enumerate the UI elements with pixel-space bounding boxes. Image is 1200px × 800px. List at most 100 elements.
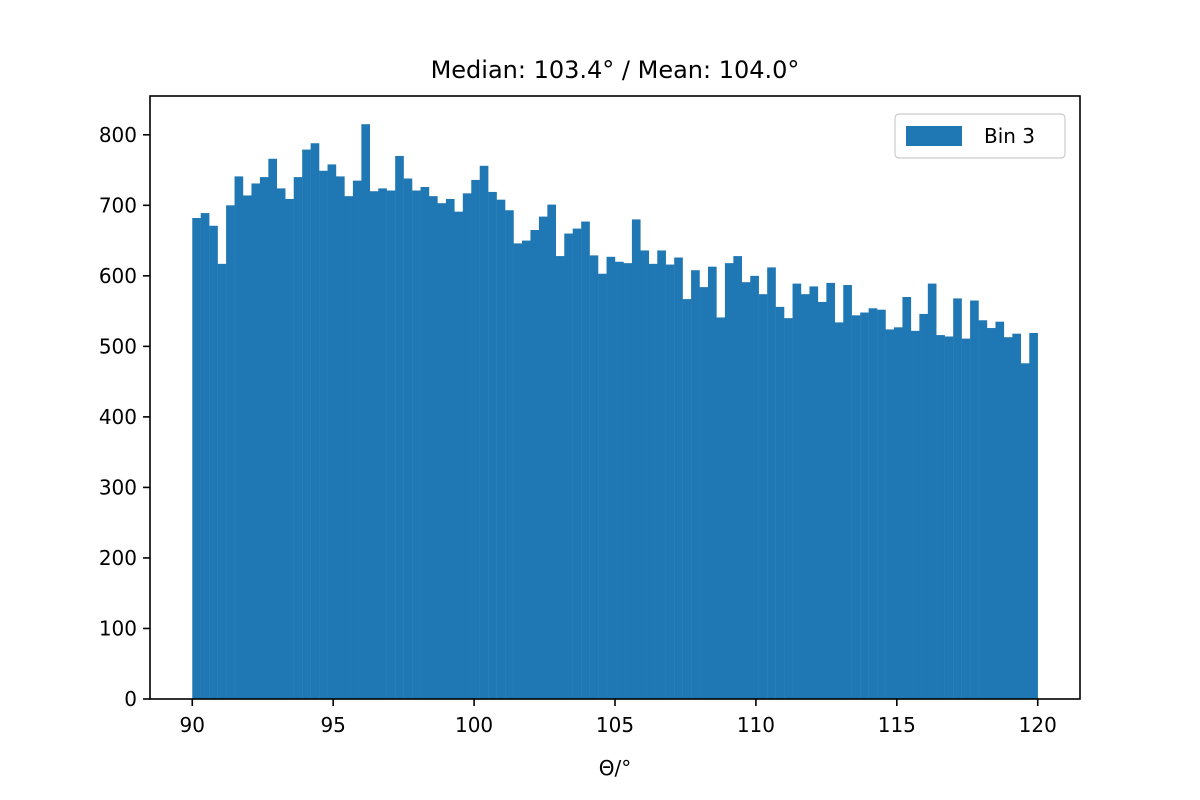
histogram-bar (792, 283, 802, 699)
histogram-bar (910, 330, 920, 699)
histogram-bar (437, 203, 447, 699)
histogram-bar (479, 165, 489, 700)
histogram-bar (395, 155, 404, 699)
histogram-bar (386, 190, 396, 700)
histogram-bar (868, 308, 878, 699)
histogram-bar (944, 336, 954, 699)
histogram-bar (674, 257, 683, 699)
y-tick-label: 300 (99, 475, 137, 499)
y-tick-label: 600 (99, 264, 137, 288)
histogram-bar (665, 264, 675, 699)
histogram-bar (522, 240, 531, 699)
histogram-bar (217, 263, 227, 699)
histogram-bar (758, 294, 768, 699)
histogram-bar (513, 243, 523, 699)
histogram-bar (276, 188, 286, 700)
y-tick-label: 400 (99, 405, 137, 429)
histogram-bar (708, 266, 717, 699)
histogram-bar (352, 180, 362, 699)
histogram-bar (412, 190, 421, 700)
x-tick-label: 100 (455, 713, 493, 737)
histogram-bar (657, 250, 666, 699)
bars-group (192, 124, 1038, 700)
histogram-bar (716, 317, 726, 699)
histogram-bar (598, 273, 607, 699)
histogram-bar (1003, 337, 1013, 699)
histogram-bar (699, 287, 709, 699)
histogram-bar (496, 199, 506, 699)
chart-title: Median: 103.4° / Mean: 104.0° (431, 56, 800, 84)
histogram-bar (378, 188, 387, 700)
histogram-bar (420, 186, 430, 699)
histogram-bar (572, 228, 582, 699)
histogram-bar (809, 286, 819, 699)
histogram-bar (834, 322, 844, 699)
histogram-bar (691, 270, 700, 699)
y-tick-label: 700 (99, 193, 137, 217)
histogram-bar (369, 191, 379, 700)
histogram-bar (429, 196, 438, 699)
histogram-bar (251, 183, 261, 699)
histogram-bar (530, 230, 540, 699)
x-tick-label: 95 (320, 713, 345, 737)
histogram-bar (285, 198, 294, 699)
histogram-bar (885, 329, 895, 699)
histogram-bar (454, 211, 464, 700)
histogram-bar (606, 256, 616, 699)
histogram-bar (234, 176, 244, 699)
histogram-bar (817, 301, 827, 699)
histogram-bar (564, 233, 573, 700)
histogram-bar (750, 275, 759, 699)
histogram-bar (961, 338, 971, 699)
histogram-bar (953, 298, 962, 699)
histogram-bar (192, 218, 201, 699)
x-tick-label: 115 (878, 713, 916, 737)
histogram-bar (293, 177, 303, 699)
y-tick-label: 200 (99, 546, 137, 570)
histogram-bar (987, 328, 996, 699)
y-axis: 0 100 200 300 400 500 600 700 800 (99, 123, 150, 711)
histogram-bar (936, 335, 945, 699)
histogram-bar (767, 267, 776, 699)
legend-box (894, 113, 1066, 159)
histogram-bar (801, 294, 810, 699)
histogram-bar (877, 309, 886, 699)
y-tick-label: 100 (99, 616, 137, 640)
histogram-bar (243, 195, 252, 699)
histogram-bar (505, 210, 514, 699)
histogram-bar (927, 283, 937, 699)
histogram-bar (310, 143, 320, 699)
histogram-bar (327, 164, 337, 699)
histogram-bar (995, 321, 1005, 699)
histogram-bar (302, 149, 311, 700)
histogram-bar (843, 285, 852, 699)
histogram-bar (623, 263, 633, 699)
histogram-bar (336, 176, 345, 699)
x-axis-label: Θ/° (599, 756, 631, 780)
histogram-bar (978, 320, 988, 699)
histogram-bar (471, 179, 480, 699)
histogram-bar (200, 213, 210, 700)
histogram-bar (902, 297, 912, 699)
histogram-bar (784, 318, 793, 699)
histogram-bar (589, 255, 599, 700)
histogram-bar (894, 327, 903, 699)
x-tick-label: 120 (1019, 713, 1057, 737)
histogram-bar (682, 299, 692, 699)
y-tick-label: 800 (99, 123, 137, 147)
y-tick-label: 500 (99, 334, 137, 358)
histogram-bar (851, 315, 861, 699)
legend: Bin 3 (894, 113, 1066, 159)
histogram-bar (445, 198, 455, 699)
histogram-bar (319, 170, 328, 700)
histogram-bar (1020, 363, 1030, 699)
plot-frame (149, 95, 1081, 700)
histogram-bar (462, 193, 472, 700)
histogram-bar (488, 191, 497, 700)
histogram-bar (259, 177, 269, 699)
histogram-bar (1029, 332, 1038, 699)
histogram-bar (268, 158, 278, 699)
histogram-bar (403, 178, 413, 699)
histogram-bar (581, 221, 590, 699)
